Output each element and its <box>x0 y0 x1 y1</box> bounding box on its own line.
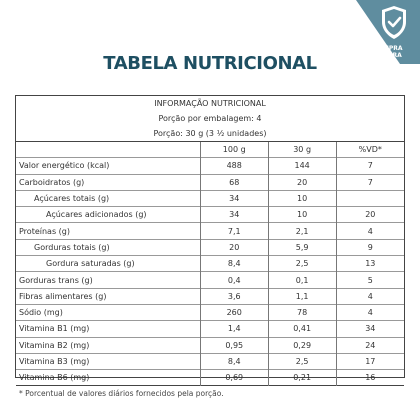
table-header: INFORMAÇÃO NUTRICIONAL <box>154 99 266 108</box>
value-30g: 0,41 <box>268 320 337 338</box>
value-vd: 34 <box>336 320 404 338</box>
table-row: Vitamina B2 (mg) 0,95 0,29 24 <box>16 336 404 354</box>
value-100g: 0,69 <box>200 369 269 386</box>
value-100g: 8,4 <box>200 352 269 370</box>
value-100g: 1,4 <box>200 320 269 338</box>
table-row: Vitamina B3 (mg) 8,4 2,5 17 <box>16 352 404 370</box>
value-30g: 0,29 <box>268 336 337 354</box>
nutrient-label: Vitamina B1 (mg) <box>16 320 201 338</box>
value-30g: 144 <box>268 157 337 175</box>
table-row: Vitamina B1 (mg) 1,4 0,41 34 <box>16 320 404 338</box>
badge-label: COMPRA SEGURA <box>356 45 420 59</box>
table-row: Valor energético (kcal) 488 144 7 <box>16 157 404 175</box>
nutrient-label: Proteínas (g) <box>16 222 201 240</box>
value-30g: 0,1 <box>268 271 337 289</box>
table-row: Gordura saturadas (g) 8,4 2,5 13 <box>16 255 404 272</box>
value-30g: 10 <box>268 189 337 207</box>
value-vd: 13 <box>336 255 404 272</box>
table-row: Vitamina B6 (mg) 0,69 0,21 16 <box>16 369 404 386</box>
value-100g: 68 <box>200 173 269 191</box>
nutrient-label: Vitamina B2 (mg) <box>16 336 201 354</box>
nutrient-label: Fibras alimentares (g) <box>16 287 201 305</box>
value-vd: 4 <box>336 287 404 305</box>
value-100g: 8,4 <box>200 255 269 272</box>
value-100g: 3,6 <box>200 287 269 305</box>
nutrient-label: Carboidratos (g) <box>16 173 201 191</box>
value-100g: 0,95 <box>200 336 269 354</box>
nutrient-label: Gorduras trans (g) <box>16 271 201 289</box>
value-vd: 24 <box>336 336 404 354</box>
portion-per-pack: Porção por embalagem: 4 <box>158 114 262 123</box>
nutrient-label: Valor energético (kcal) <box>16 157 201 175</box>
value-vd: 9 <box>336 238 404 256</box>
value-100g: 7,1 <box>200 222 269 240</box>
value-100g: 20 <box>200 238 269 256</box>
nutrient-label: Vitamina B3 (mg) <box>16 352 201 370</box>
nutrient-label: Açúcares adicionados (g) <box>16 206 201 223</box>
nutrient-label: Gordura saturadas (g) <box>16 255 201 272</box>
value-100g: 34 <box>200 206 269 223</box>
table-row: Açúcares adicionados (g) 34 10 20 <box>16 206 404 223</box>
value-30g: 0,21 <box>268 369 337 386</box>
nutrient-label: Açúcares totais (g) <box>16 189 201 207</box>
value-30g: 2,5 <box>268 352 337 370</box>
value-vd: 4 <box>336 222 404 240</box>
value-100g: 0,4 <box>200 271 269 289</box>
value-30g: 1,1 <box>268 287 337 305</box>
table-row: Sódio (mg) 260 78 4 <box>16 303 404 321</box>
column-header-row: 100 g 30 g %VD* <box>16 140 404 158</box>
value-30g: 5,9 <box>268 238 337 256</box>
value-vd: 5 <box>336 271 404 289</box>
nutrient-label: Vitamina B6 (mg) <box>16 369 201 386</box>
table-row: Proteínas (g) 7,1 2,1 4 <box>16 222 404 240</box>
value-30g: 10 <box>268 206 337 223</box>
table-row: Fibras alimentares (g) 3,6 1,1 4 <box>16 287 404 305</box>
value-30g: 2,5 <box>268 255 337 272</box>
nutrient-label: Gorduras totais (g) <box>16 238 201 256</box>
value-100g: 34 <box>200 189 269 207</box>
footnote: * Porcentual de valores diários fornecid… <box>16 385 404 402</box>
value-vd <box>336 189 404 207</box>
nutrient-label: Sódio (mg) <box>16 303 201 321</box>
column-header-vd: %VD* <box>336 140 404 158</box>
table-row: Gorduras trans (g) 0,4 0,1 5 <box>16 271 404 289</box>
secure-purchase-badge: COMPRA SEGURA <box>356 0 420 64</box>
badge-line-1: COMPRA <box>373 45 403 52</box>
badge-line-2: SEGURA <box>374 51 402 59</box>
column-header-100g: 100 g <box>200 140 269 158</box>
value-vd: 4 <box>336 303 404 321</box>
portion-size: Porção: 30 g (3 ½ unidades) <box>16 126 404 142</box>
nutrition-table: INFORMAÇÃO NUTRICIONAL Porção por embala… <box>15 95 405 402</box>
value-100g: 488 <box>200 157 269 175</box>
value-vd: 17 <box>336 352 404 370</box>
value-30g: 20 <box>268 173 337 191</box>
value-vd: 7 <box>336 157 404 175</box>
value-30g: 2,1 <box>268 222 337 240</box>
value-vd: 16 <box>336 369 404 386</box>
column-header-label <box>16 140 201 158</box>
value-vd: 20 <box>336 206 404 223</box>
shield-check-icon <box>356 0 420 64</box>
value-30g: 78 <box>268 303 337 321</box>
value-vd: 7 <box>336 173 404 191</box>
table-row: Açúcares totais (g) 34 10 <box>16 189 404 207</box>
table-row: Gorduras totais (g) 20 5,9 9 <box>16 238 404 256</box>
value-100g: 260 <box>200 303 269 321</box>
column-header-30g: 30 g <box>268 140 337 158</box>
page-title: TABELA NUTRICIONAL <box>103 53 317 74</box>
table-row: Carboidratos (g) 68 20 7 <box>16 173 404 191</box>
